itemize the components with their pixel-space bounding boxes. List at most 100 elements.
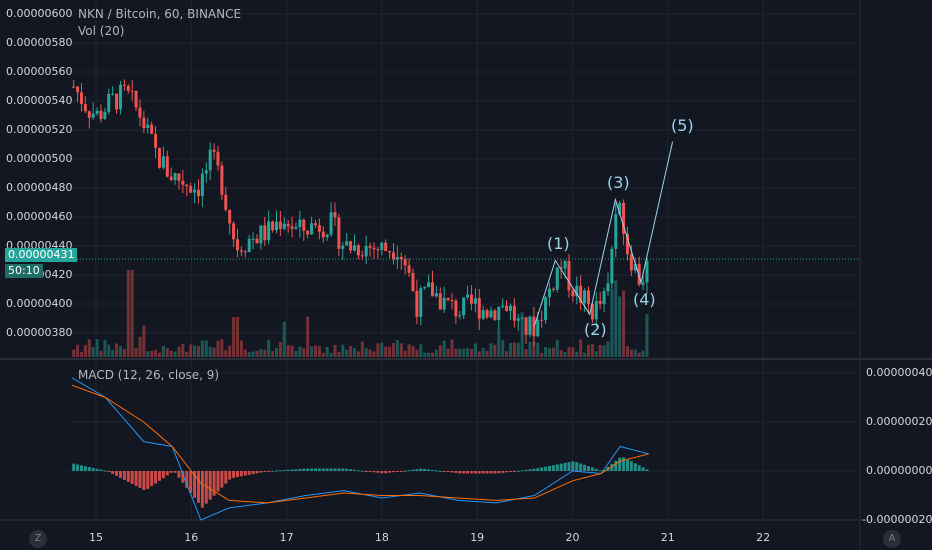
macd-histogram-bar — [641, 467, 645, 471]
volume-bar — [446, 348, 450, 357]
volume-bar — [489, 343, 493, 357]
volume-bar — [224, 350, 228, 357]
volume-bar — [271, 351, 275, 357]
volume-bar — [388, 346, 392, 357]
macd-tick-label: 0.00000020 — [866, 415, 932, 428]
candle-body — [271, 221, 275, 231]
candle-body — [380, 242, 384, 251]
wave-label-3[interactable]: (3) — [607, 173, 630, 192]
volume-bar — [118, 346, 122, 357]
macd-histogram-bar — [586, 466, 590, 471]
volume-bar — [407, 344, 411, 357]
macd-histogram-bar — [138, 471, 142, 488]
volume-bar — [547, 348, 551, 357]
candle-body — [364, 245, 368, 257]
volume-bar — [298, 346, 302, 357]
macd-histogram-bar — [251, 471, 255, 475]
macd-histogram-bar — [602, 469, 606, 471]
zoom-reset-icon[interactable]: Z — [29, 530, 47, 548]
candle-body — [134, 90, 138, 108]
candle-body — [294, 226, 298, 229]
volume-bar — [345, 349, 349, 357]
candle-body — [637, 263, 641, 285]
candle-body — [150, 124, 154, 134]
wave-label-2[interactable]: (2) — [584, 320, 607, 339]
macd-histogram-bar — [154, 471, 158, 484]
volume-bar — [263, 349, 267, 357]
candle-body — [224, 194, 228, 210]
volume-bar — [423, 352, 427, 357]
candle-body — [138, 107, 142, 118]
volume-bar — [419, 344, 423, 357]
price-tick-label: 0.00000500 — [6, 152, 73, 165]
price-tick-label: 0.00000480 — [6, 181, 73, 194]
candle-body — [438, 293, 442, 310]
macd-histogram-bar — [473, 471, 477, 474]
macd-histogram-bar — [528, 469, 532, 471]
macd-histogram-bar — [618, 457, 622, 471]
volume-bar — [267, 339, 271, 357]
volume-bar — [450, 339, 454, 357]
candle-body — [107, 94, 111, 112]
candle-body — [415, 290, 419, 317]
macd-histogram-bar — [220, 471, 224, 488]
volume-bar — [384, 346, 388, 357]
volume-bar — [633, 349, 637, 357]
volume-bar — [645, 314, 649, 357]
wave-label-5[interactable]: (5) — [671, 116, 694, 135]
candle-body — [333, 212, 337, 218]
macd-histogram-bar — [200, 471, 204, 508]
volume-bar — [551, 347, 555, 357]
wave-label-4[interactable]: (4) — [633, 290, 656, 309]
macd-histogram-bar — [368, 471, 372, 472]
macd-histogram-bar — [610, 463, 614, 471]
macd-histogram-bar — [614, 460, 618, 471]
volume-bar — [586, 345, 590, 357]
candle-body — [575, 285, 579, 297]
volume-bar — [501, 340, 505, 357]
candle-body — [263, 225, 267, 241]
volume-bar — [442, 340, 446, 357]
signal-line — [72, 384, 649, 504]
auto-scale-icon[interactable]: A — [883, 530, 901, 548]
volume-bar — [79, 351, 83, 357]
volume-bar — [193, 345, 197, 357]
wave-label-1[interactable]: (1) — [547, 234, 570, 253]
price-tick-label: 0.00000580 — [6, 36, 73, 49]
macd-histogram-bar — [165, 471, 169, 476]
candle-body — [388, 251, 392, 253]
macd-histogram-bar — [150, 471, 154, 487]
macd-histogram-bar — [407, 470, 411, 472]
candle-body — [267, 221, 271, 241]
macd-histogram-bar — [146, 471, 150, 489]
candle-body — [446, 297, 450, 301]
volume-bar — [177, 346, 181, 357]
volume-bar — [228, 345, 232, 357]
macd-histogram-bar — [430, 469, 434, 471]
volume-bar — [368, 349, 372, 357]
candle-body — [450, 300, 454, 302]
macd-histogram-bar — [337, 468, 341, 471]
macd-histogram-bar — [173, 471, 177, 473]
candle-body — [99, 110, 103, 119]
macd-histogram-bar — [633, 463, 637, 471]
volume-bar — [185, 351, 189, 357]
macd-histogram-bar — [333, 468, 337, 471]
macd-histogram-bar — [403, 470, 407, 472]
volume-bar — [282, 321, 286, 357]
volume-bar — [220, 339, 224, 357]
macd-histogram-bar — [235, 471, 239, 478]
candle-body — [228, 209, 232, 224]
macd-histogram-bar — [622, 457, 626, 471]
candle-body — [352, 245, 356, 251]
volume-bar — [364, 347, 368, 357]
macd-histogram-bar — [161, 471, 165, 479]
volume-bar — [313, 345, 317, 357]
volume-bar — [243, 349, 247, 357]
candle-body — [434, 293, 438, 297]
candle-body — [306, 230, 310, 235]
volume-bar — [107, 344, 111, 357]
macd-histogram-bar — [76, 464, 80, 471]
